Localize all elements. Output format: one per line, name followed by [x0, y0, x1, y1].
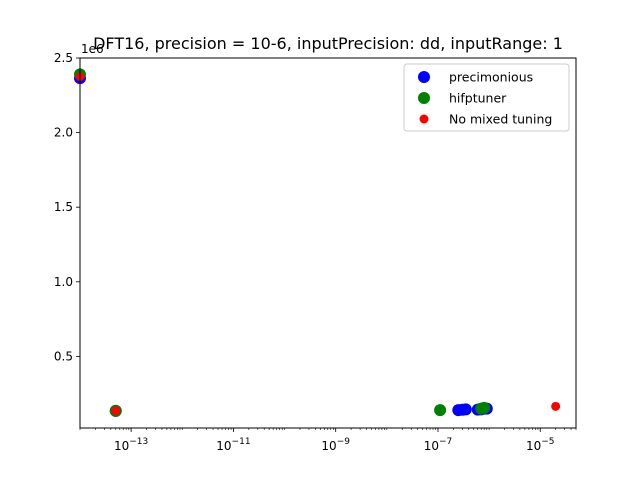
y-tick-label: 2.5 — [54, 51, 73, 65]
x-tick-label-exponent: −5 — [541, 437, 554, 447]
legend-label: hifptuner — [449, 91, 507, 106]
x-tick-label: 10−5 — [526, 437, 555, 453]
chart-title: DFT16, precision = 10-6, inputPrecision:… — [93, 34, 563, 53]
y-offset-label: 1e6 — [81, 42, 104, 56]
x-tick-label-exponent: −9 — [337, 437, 351, 447]
x-tick-label-base: 10 — [216, 439, 231, 453]
plot-frame — [79, 57, 577, 429]
legend-marker — [419, 114, 429, 124]
x-tick-label: 10−11 — [216, 437, 250, 453]
x-tick-label-exponent: −11 — [232, 437, 251, 447]
x-tick-label-exponent: −13 — [129, 437, 148, 447]
legend-marker — [418, 71, 430, 83]
x-tick-label: 10−9 — [321, 437, 350, 453]
data-point-no-mixed-tuning — [551, 401, 561, 411]
x-tick-label: 10−7 — [424, 437, 453, 453]
x-tick-label-base: 10 — [114, 439, 129, 453]
data-point-hifptuner — [434, 404, 447, 417]
y-tick-label: 0.5 — [54, 349, 73, 363]
legend-label: No mixed tuning — [449, 112, 552, 127]
legend: precimonious hifptuner No mixed tuning — [403, 63, 570, 132]
legend-label: precimonious — [449, 70, 533, 85]
x-tick-label-base: 10 — [526, 439, 541, 453]
legend-marker — [418, 92, 430, 104]
y-tick-label: 1.0 — [54, 275, 73, 289]
y-tick-label: 1.5 — [54, 200, 73, 214]
data-point-no-mixed-tuning — [111, 406, 121, 416]
x-tick-label-exponent: −7 — [439, 437, 452, 447]
data-point-precimonious — [459, 403, 472, 416]
x-axis: 10−13 10−11 10−9 10−7 10−5 — [79, 428, 577, 453]
y-axis: 0.5 1.0 1.5 2.0 2.5 — [54, 51, 80, 363]
x-tick-label: 10−13 — [114, 437, 148, 453]
x-tick-label-base: 10 — [321, 439, 336, 453]
y-tick-label: 2.0 — [54, 126, 73, 140]
data-point-hifptuner — [478, 401, 491, 414]
x-tick-label-base: 10 — [424, 439, 439, 453]
legend-box — [403, 63, 570, 132]
